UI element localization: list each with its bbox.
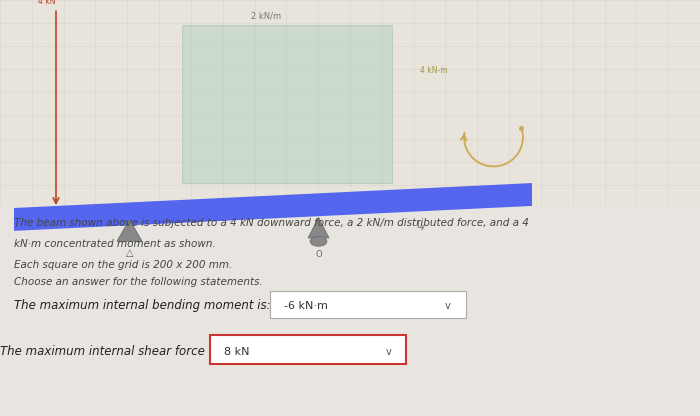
Text: O: O bbox=[315, 250, 322, 259]
Polygon shape bbox=[14, 183, 532, 231]
Text: 4 kN: 4 kN bbox=[38, 0, 56, 6]
Polygon shape bbox=[308, 217, 329, 238]
Text: Choose an answer for the following statements.: Choose an answer for the following state… bbox=[14, 277, 262, 287]
Text: 4 kN-m: 4 kN-m bbox=[420, 66, 447, 75]
Text: The maximum internal shear force is:: The maximum internal shear force is: bbox=[0, 345, 222, 358]
FancyBboxPatch shape bbox=[270, 291, 466, 318]
Circle shape bbox=[310, 236, 327, 246]
Text: Each square on the grid is 200 x 200 mm.: Each square on the grid is 200 x 200 mm. bbox=[14, 260, 232, 270]
FancyBboxPatch shape bbox=[182, 25, 392, 183]
Text: kN·m concentrated moment as shown.: kN·m concentrated moment as shown. bbox=[14, 239, 216, 249]
FancyBboxPatch shape bbox=[210, 335, 406, 364]
Polygon shape bbox=[117, 220, 142, 241]
Text: 8 kN: 8 kN bbox=[224, 347, 249, 357]
Text: -6 kN·m: -6 kN·m bbox=[284, 301, 328, 311]
Text: 2 kN/m: 2 kN/m bbox=[251, 12, 281, 21]
Text: ↳: ↳ bbox=[414, 220, 426, 234]
Text: v: v bbox=[445, 301, 451, 311]
Text: The maximum internal bending moment is:: The maximum internal bending moment is: bbox=[14, 299, 271, 312]
Text: v: v bbox=[386, 347, 391, 357]
Text: △: △ bbox=[126, 248, 133, 258]
Text: The beam shown above is subjected to a 4 kN downward force, a 2 kN/m distributed: The beam shown above is subjected to a 4… bbox=[14, 218, 529, 228]
FancyBboxPatch shape bbox=[0, 206, 700, 416]
